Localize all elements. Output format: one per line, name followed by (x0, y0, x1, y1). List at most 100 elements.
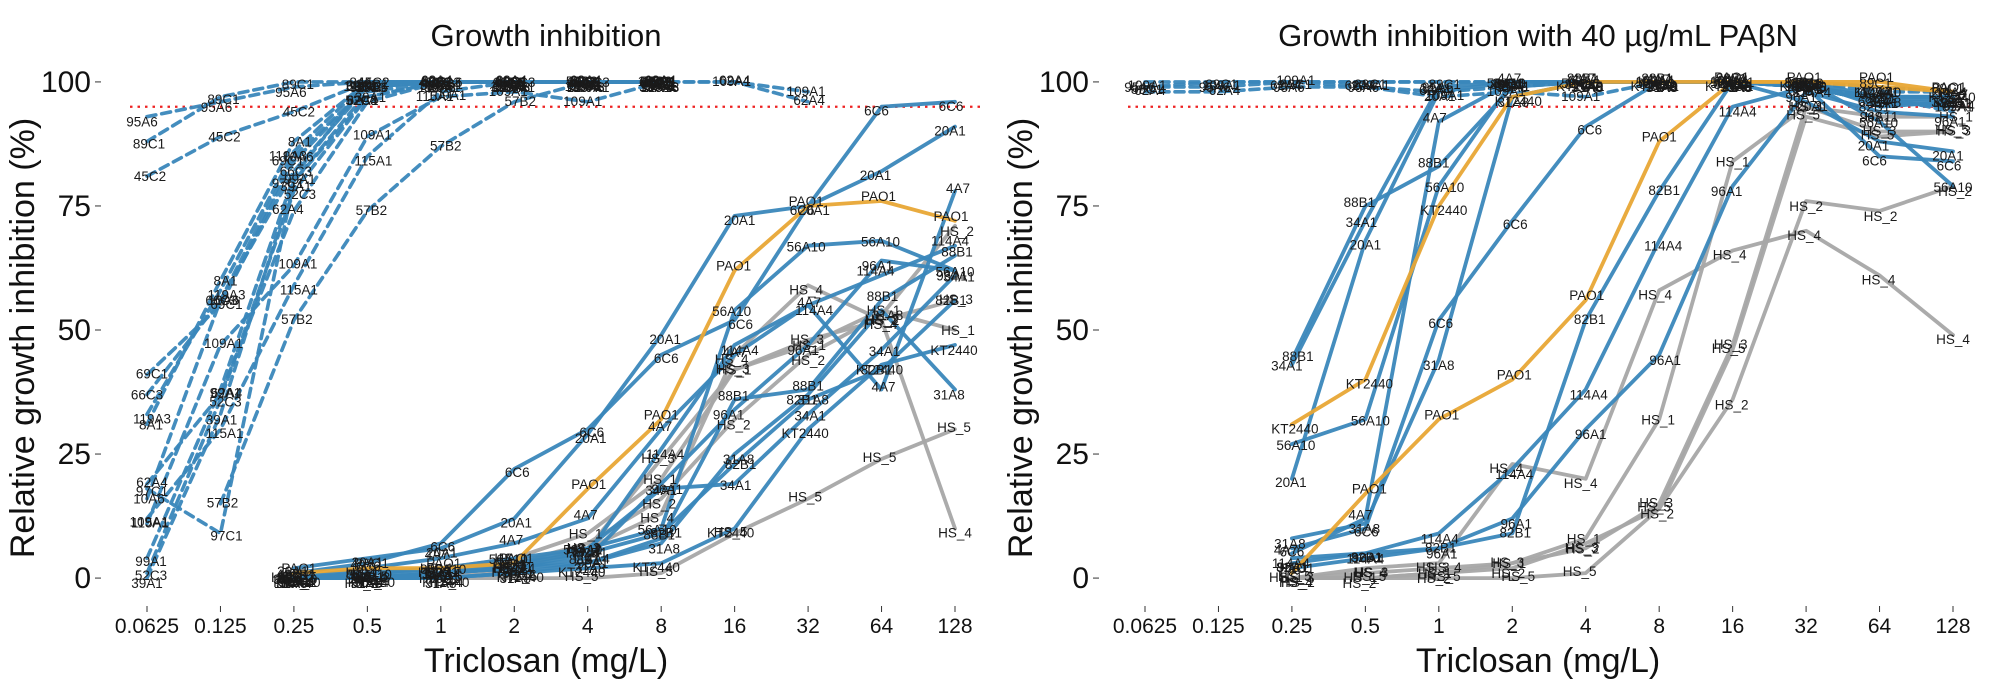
point-label-89c1: 89C1 (1490, 77, 1522, 92)
point-label-62a4: 62A4 (211, 386, 243, 401)
point-label-96a1: 96A1 (1711, 184, 1743, 199)
point-label-hs_4: HS_4 (1354, 565, 1388, 580)
point-label-8a1: 8A1 (139, 417, 163, 432)
x-tick-label: 4 (1580, 615, 1592, 638)
point-label-115a1: 115A1 (416, 89, 454, 104)
point-label-95a6: 95A6 (1199, 80, 1231, 95)
point-label-56a10: 56A10 (1859, 116, 1898, 131)
point-label-hs_5: HS_5 (863, 450, 897, 465)
point-label-109a1: 109A1 (278, 257, 317, 272)
point-label-34a1: 34A1 (1867, 96, 1899, 111)
point-label-45c2: 45C2 (568, 75, 600, 90)
point-label-62a4: 62A4 (421, 73, 453, 88)
point-label-56a10: 56A10 (1487, 76, 1526, 91)
point-label-39a1: 39A1 (429, 80, 461, 95)
point-label-99a1: 99A1 (420, 78, 452, 93)
point-label-hs_3: HS_3 (1565, 540, 1599, 555)
point-label-34a1: 34A1 (1346, 215, 1378, 230)
point-label-45c2: 45C2 (419, 75, 451, 90)
point-label-119a3: 119A3 (269, 148, 307, 163)
point-label-6c6: 6C6 (790, 203, 815, 218)
point-label-56a10: 56A10 (1561, 76, 1600, 91)
point-label-39a1: 39A1 (639, 80, 671, 95)
point-label-hs_2: HS_2 (568, 541, 602, 556)
point-label-119a3: 119A3 (492, 80, 530, 95)
point-label-pao1: PAO1 (1569, 288, 1604, 303)
point-label-95a6: 95A6 (1497, 80, 1529, 95)
point-label-95a6: 95A6 (1645, 80, 1677, 95)
point-label-hs_4: HS_4 (1428, 560, 1462, 575)
point-label-97c1: 97C1 (346, 93, 378, 108)
point-label-hs_3: HS_3 (1788, 99, 1822, 114)
point-label-114a4: 114A4 (1570, 388, 1609, 403)
point-label-20a1: 20A1 (1647, 79, 1679, 94)
point-label-20a1: 20A1 (1275, 475, 1307, 490)
point-label-88b1: 88B1 (1567, 71, 1599, 86)
point-label-hs_4: HS_4 (1564, 476, 1598, 491)
point-label-56a10: 56A10 (1785, 76, 1824, 91)
point-label-66c3: 66C3 (639, 75, 671, 90)
point-label-pao1: PAO1 (1714, 70, 1749, 85)
point-label-hs_4: HS_4 (1279, 575, 1313, 590)
point-label-kt2440: KT2440 (633, 560, 680, 575)
point-label-4a7: 4A7 (1423, 111, 1447, 126)
point-label-95a6: 95A6 (1571, 80, 1603, 95)
point-label-hs_3: HS_3 (716, 362, 750, 377)
series-line-6c6 (291, 99, 957, 575)
point-label-114a4: 114A4 (646, 447, 685, 462)
point-label-31a8: 31A8 (1274, 536, 1306, 551)
point-label-82b1: 82B1 (576, 545, 608, 560)
y-tick-label: 75 (1056, 190, 1089, 223)
point-label-62a4: 62A4 (1642, 73, 1674, 88)
point-label-95a6: 95A6 (424, 80, 456, 95)
point-label-kt2440: KT2440 (1556, 79, 1603, 94)
point-label-66c3: 66C3 (429, 75, 461, 90)
point-label-hs_3: HS_3 (865, 312, 899, 327)
x-tick-label: 0.5 (1351, 615, 1380, 638)
x-tick-label: 128 (1935, 615, 1970, 638)
point-label-82b1: 82B1 (935, 293, 967, 308)
point-label-4a7: 4A7 (1348, 508, 1372, 523)
y-tick-label: 100 (1039, 66, 1089, 99)
point-label-88b1: 88B1 (1493, 76, 1525, 91)
point-label-34a1: 34A1 (348, 567, 380, 582)
point-label-34a1: 34A1 (1420, 81, 1452, 96)
point-label-4a7: 4A7 (871, 380, 895, 395)
point-label-hs_5: HS_5 (1786, 108, 1820, 123)
point-label-82b1: 82B1 (1723, 75, 1755, 90)
point-label-109a1: 109A1 (489, 84, 528, 99)
point-label-31a8: 31A8 (1795, 80, 1827, 95)
y-tick-label: 75 (58, 190, 91, 223)
point-label-56a10: 56A10 (1425, 180, 1464, 195)
point-label-109a1: 109A1 (1276, 73, 1315, 88)
point-label-62a4: 62A4 (347, 93, 379, 108)
point-label-62a4: 62A4 (1134, 83, 1166, 98)
point-label-89c1: 89C1 (1565, 77, 1597, 92)
point-label-hs_5: HS_5 (1712, 341, 1746, 356)
point-label-hs_2: HS_2 (1938, 184, 1972, 199)
point-label-88b1: 88B1 (284, 567, 316, 582)
point-label-hs_2: HS_2 (419, 571, 453, 586)
point-label-56a10: 56A10 (563, 542, 602, 557)
point-label-89c1: 89C1 (1859, 76, 1891, 91)
y-tick-label: 50 (58, 314, 91, 347)
point-label-hs_5: HS_5 (503, 569, 537, 584)
point-label-97c1: 97C1 (495, 78, 527, 93)
point-label-56a10: 56A10 (861, 235, 900, 250)
point-label-96a1: 96A1 (1352, 550, 1384, 565)
point-label-99a1: 99A1 (569, 78, 601, 93)
point-label-96a1: 96A1 (1785, 90, 1817, 105)
point-label-10a6: 10A6 (133, 492, 165, 507)
point-label-62a4: 62A4 (570, 73, 602, 88)
point-label-hs_4: HS_4 (789, 282, 823, 297)
point-label-20a1: 20A1 (1573, 79, 1605, 94)
point-label-10a6: 10A6 (641, 75, 673, 90)
point-label-hs_3: HS_3 (1416, 560, 1450, 575)
point-label-114a4: 114A4 (348, 571, 387, 586)
point-label-52c3: 52C3 (494, 78, 526, 93)
point-label-pao1: PAO1 (644, 407, 679, 422)
point-label-hs_2: HS_2 (1715, 398, 1749, 413)
point-label-62a4: 62A4 (1943, 99, 1975, 114)
point-label-82b1: 82B1 (1276, 560, 1308, 575)
point-label-20a1: 20A1 (501, 516, 533, 531)
